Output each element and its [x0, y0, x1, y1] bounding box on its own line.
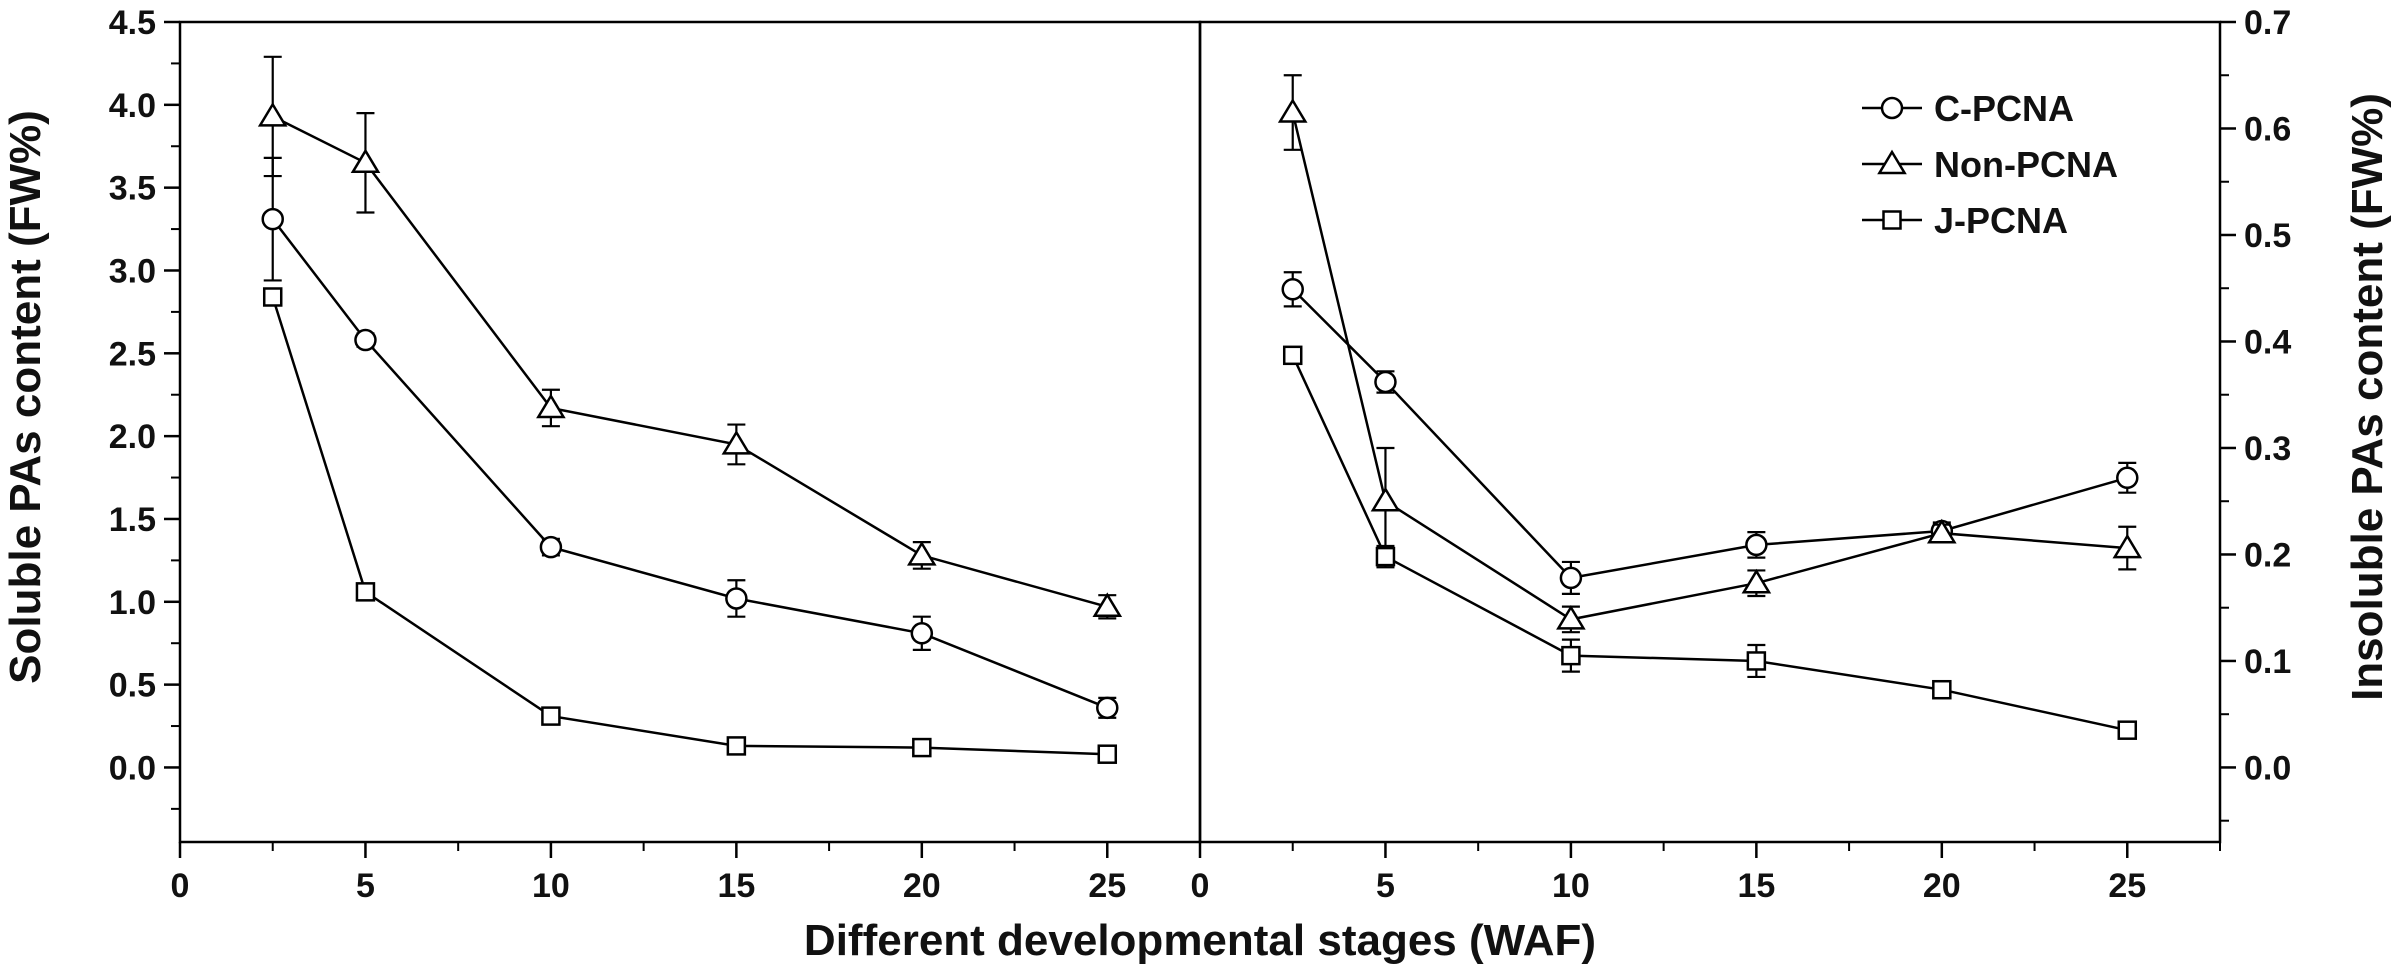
insoluble-point-non-pcna-2.5 — [1277, 98, 1308, 123]
insoluble-point-c-pcna-5 — [1374, 370, 1397, 394]
soluble-y-tick-label-1.0: 1.0 — [109, 584, 156, 622]
insoluble-point-j-pcna-2.5 — [1282, 345, 1303, 366]
soluble-point-non-pcna-10 — [536, 393, 566, 419]
soluble-y-tick-label-0.0: 0.0 — [109, 749, 156, 787]
soluble-y-tick-label-3.0: 3.0 — [109, 252, 156, 290]
soluble-line-j-pcna — [271, 296, 1108, 756]
legend-label-non-pcna: Non-PCNA — [1934, 144, 2118, 185]
insoluble-point-non-pcna-10 — [1556, 604, 1586, 630]
soluble-point-j-pcna-5 — [355, 582, 376, 602]
soluble-y-tick-label-1.5: 1.5 — [109, 501, 156, 539]
soluble-y-tick-label-3.5: 3.5 — [109, 170, 156, 208]
soluble-y-tick-label-0.5: 0.5 — [109, 667, 156, 705]
soluble-point-c-pcna-25 — [1096, 696, 1119, 720]
soluble-point-non-pcna-25 — [1092, 592, 1123, 618]
legend-entry-c-pcna: C-PCNA — [1862, 88, 2074, 129]
legend-marker-square — [1882, 210, 1902, 230]
soluble-series-j-pcna — [262, 287, 1118, 764]
insoluble-line-c-pcna — [1291, 288, 2128, 580]
soluble-line-c-pcna — [271, 218, 1108, 709]
insoluble-point-non-pcna-15 — [1741, 568, 1772, 594]
soluble-series-c-pcna — [261, 156, 1119, 720]
insoluble-point-c-pcna-2.5 — [1281, 278, 1304, 301]
soluble-x-tick-label-15: 15 — [717, 867, 755, 905]
insoluble-point-j-pcna-25 — [2117, 720, 2138, 740]
legend: C-PCNA Non-PCNA J-PCNA — [1862, 88, 2118, 241]
legend-label-c-pcna: C-PCNA — [1934, 88, 2074, 129]
soluble-y-tick-label-4.5: 4.5 — [109, 4, 156, 42]
insoluble-line-non-pcna — [1291, 112, 2128, 621]
insoluble-x-tick-label-10: 10 — [1552, 867, 1590, 905]
insoluble-y-tick-label-0.6: 0.6 — [2244, 110, 2291, 148]
insoluble-y-tick-label-0.0: 0.0 — [2244, 749, 2291, 787]
insoluble-point-non-pcna-25 — [2112, 533, 2143, 559]
soluble-point-j-pcna-15 — [726, 736, 747, 756]
axes-ticks: 0 5 10 15 20 25 0.0 0.5 1.0 1.5 2.0 2.5 3.0 3.5 4.0 4.5… — [109, 4, 2292, 905]
insoluble-x-tick-label-0: 0 — [1191, 867, 1210, 905]
soluble-x-tick-label-0: 0 — [171, 867, 190, 905]
soluble-point-c-pcna-2.5 — [261, 207, 284, 231]
soluble-line-non-pcna — [272, 115, 1108, 609]
y-axis-title-left: Soluble PAs content (FW%) — [1, 110, 50, 684]
soluble-point-non-pcna-15 — [721, 429, 752, 455]
insoluble-y-tick-label-0.1: 0.1 — [2244, 643, 2291, 681]
insoluble-x-tick-label-25: 25 — [2108, 867, 2146, 905]
insoluble-point-non-pcna-5 — [1370, 486, 1401, 512]
insoluble-point-non-pcna-20 — [1926, 518, 1957, 544]
insoluble-y-tick-label-0.3: 0.3 — [2244, 430, 2291, 468]
insoluble-series-j-pcna — [1282, 345, 2138, 740]
insoluble-point-j-pcna-20 — [1932, 679, 1952, 700]
soluble-point-j-pcna-2.5 — [262, 287, 283, 307]
soluble-point-j-pcna-10 — [541, 706, 561, 726]
insoluble-point-c-pcna-25 — [2116, 466, 2139, 490]
legend-marker-triangle — [1877, 149, 1907, 175]
soluble-point-j-pcna-25 — [1097, 744, 1118, 764]
soluble-series-non-pcna — [257, 55, 1123, 620]
legend-label-j-pcna: J-PCNA — [1934, 200, 2068, 241]
soluble-x-tick-label-20: 20 — [903, 867, 941, 905]
panel-frame-insoluble — [1198, 20, 2222, 844]
insoluble-series-non-pcna — [1277, 74, 2143, 634]
insoluble-line-j-pcna — [1291, 354, 2128, 732]
insoluble-point-j-pcna-15 — [1746, 651, 1767, 671]
insoluble-point-c-pcna-15 — [1745, 533, 1768, 557]
soluble-point-c-pcna-20 — [910, 622, 934, 645]
soluble-y-tick-label-4.0: 4.0 — [109, 87, 156, 125]
axes-frames — [178, 20, 2222, 844]
insoluble-y-tick-label-0.7: 0.7 — [2244, 4, 2291, 42]
insoluble-x-tick-label-5: 5 — [1376, 867, 1395, 905]
insoluble-x-tick-label-15: 15 — [1737, 867, 1775, 905]
insoluble-point-c-pcna-10 — [1559, 566, 1583, 590]
panel-frame-soluble — [178, 20, 1202, 844]
insoluble-y-tick-label-0.2: 0.2 — [2244, 536, 2291, 574]
soluble-y-tick-label-2.0: 2.0 — [109, 418, 156, 456]
insoluble-x-tick-label-20: 20 — [1923, 867, 1961, 905]
soluble-point-c-pcna-10 — [539, 535, 563, 559]
insoluble-series-c-pcna — [1281, 271, 2139, 595]
soluble-x-tick-label-10: 10 — [532, 867, 570, 905]
soluble-x-tick-label-25: 25 — [1088, 867, 1126, 905]
series-layer — [257, 55, 2143, 764]
soluble-point-j-pcna-20 — [912, 737, 932, 758]
insoluble-point-j-pcna-5 — [1375, 546, 1396, 567]
soluble-point-non-pcna-2.5 — [257, 101, 288, 127]
soluble-point-c-pcna-15 — [725, 587, 748, 610]
insoluble-y-tick-label-0.4: 0.4 — [2244, 323, 2291, 361]
soluble-point-non-pcna-5 — [350, 148, 381, 174]
soluble-x-tick-label-5: 5 — [356, 867, 375, 905]
legend-entry-j-pcna: J-PCNA — [1862, 200, 2068, 241]
legend-entry-non-pcna: Non-PCNA — [1862, 144, 2118, 185]
soluble-point-c-pcna-5 — [354, 328, 377, 352]
soluble-y-tick-label-2.5: 2.5 — [109, 335, 156, 373]
insoluble-point-j-pcna-10 — [1561, 645, 1581, 666]
x-axis-title: Different developmental stages (WAF) — [804, 916, 1596, 965]
legend-marker-circle — [1880, 96, 1904, 120]
soluble-point-non-pcna-20 — [906, 540, 937, 566]
insoluble-y-tick-label-0.5: 0.5 — [2244, 217, 2291, 255]
y-axis-title-right: Insoluble PAs content (FW%) — [2343, 93, 2392, 701]
